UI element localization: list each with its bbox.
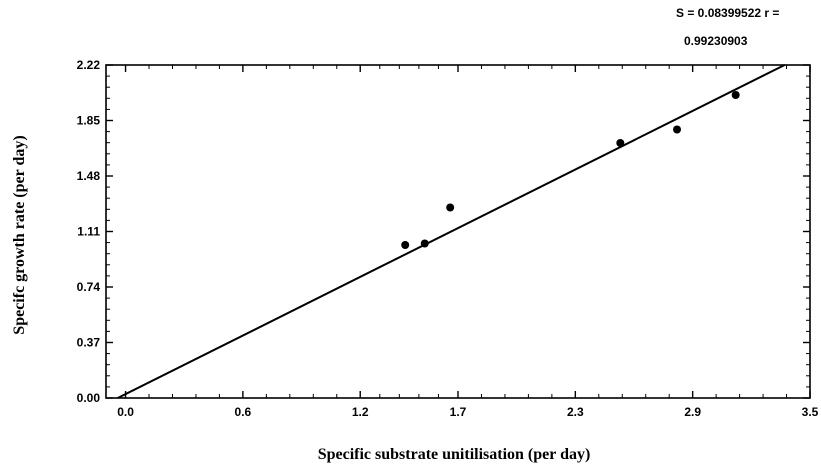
fit-line bbox=[117, 64, 786, 399]
x-tick-label: 2.9 bbox=[684, 405, 701, 419]
data-point bbox=[616, 139, 625, 147]
plot-axes bbox=[105, 64, 811, 399]
stats-annotation-line1: S = 0.08399522 r = bbox=[676, 6, 779, 20]
plot-frame bbox=[105, 64, 811, 399]
x-axis-label: Specific substrate unitilisation (per da… bbox=[318, 446, 591, 463]
stats-annotation-line2: 0.99230903 bbox=[684, 34, 748, 48]
data-points bbox=[401, 91, 740, 249]
x-axis-ticks: 0.0 0.6 1.2 1.7 2.3 2.9 3.5 bbox=[117, 65, 819, 419]
x-tick-label: 0.6 bbox=[235, 405, 252, 419]
x-tick-label: 3.5 bbox=[802, 405, 819, 419]
y-tick-label: 1.48 bbox=[77, 169, 101, 183]
regression-line bbox=[117, 64, 786, 399]
y-axis-label: Specifc growth rate (per day) bbox=[11, 135, 28, 334]
y-tick-label: 1.11 bbox=[77, 225, 100, 239]
x-tick-label: 2.3 bbox=[567, 405, 584, 419]
y-tick-label: 2.22 bbox=[77, 58, 101, 72]
x-tick-label: 1.2 bbox=[352, 405, 369, 419]
x-tick-label: 0.0 bbox=[117, 405, 134, 419]
y-tick-label: 0.74 bbox=[77, 280, 101, 294]
y-axis-ticks: 0.00 0.37 0.74 1.11 1.48 1.85 2.22 bbox=[77, 58, 810, 405]
data-point bbox=[401, 241, 410, 249]
data-point bbox=[446, 203, 455, 212]
y-tick-label: 1.85 bbox=[77, 114, 101, 128]
data-point bbox=[673, 125, 682, 134]
y-tick-label: 0.37 bbox=[77, 336, 101, 350]
y-tick-label: 0.00 bbox=[77, 391, 101, 405]
x-tick-label: 1.7 bbox=[450, 405, 467, 419]
data-point bbox=[731, 91, 740, 99]
data-point bbox=[420, 239, 429, 248]
